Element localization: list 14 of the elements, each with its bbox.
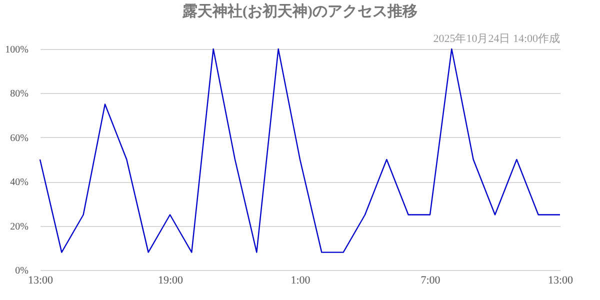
x-tick-label: 19:00	[158, 274, 184, 286]
y-tick-label: 100%	[5, 44, 28, 56]
chart-title: 露天神社(お初天神)のアクセス推移	[182, 2, 418, 20]
y-tick-label: 20%	[10, 221, 28, 232]
x-tick-label: 7:00	[420, 274, 441, 286]
y-tick-label: 80%	[10, 88, 28, 100]
y-tick-label: 0%	[15, 266, 28, 276]
y-tick-label: 40%	[10, 177, 28, 188]
x-tick-label: 13:00	[28, 274, 54, 286]
text: 2025年10月24日 14:00作成	[433, 32, 560, 45]
line-series	[39, 48, 561, 253]
x-tick-label: 1:00	[290, 274, 311, 286]
y-tick-label: 60%	[10, 132, 28, 144]
x-tick-label: 13:00	[548, 274, 574, 286]
